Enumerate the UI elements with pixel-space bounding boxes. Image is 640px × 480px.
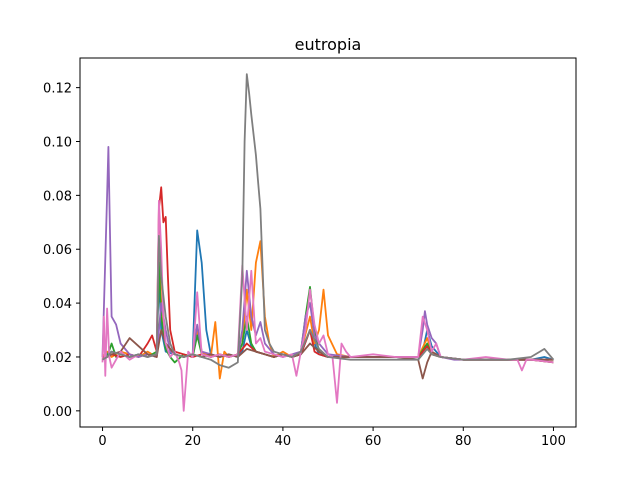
plot-frame	[79, 57, 577, 428]
x-tick-label: 20	[184, 434, 201, 449]
series-line-8	[102, 73, 555, 369]
y-tick-label: 0.10	[43, 135, 72, 150]
chart-title: eutropia	[295, 35, 362, 54]
x-tick-label: 0	[98, 434, 106, 449]
y-tick-label: 0.04	[43, 297, 72, 312]
x-tick-label: 100	[541, 434, 566, 449]
y-axis-ticks: 0.00 0.02 0.04 0.06 0.08 0.10 0.12	[43, 82, 80, 420]
y-tick-label: 0.12	[43, 82, 72, 97]
plot-lines	[101, 73, 555, 412]
x-tick-label: 80	[455, 434, 472, 449]
x-tick-label: 40	[275, 434, 292, 449]
y-tick-label: 0.00	[43, 405, 72, 420]
x-tick-label: 60	[365, 434, 382, 449]
series-line-7	[101, 199, 554, 412]
y-tick-label: 0.06	[43, 243, 72, 258]
y-tick-label: 0.08	[43, 189, 72, 204]
x-axis-ticks: 0 20 40 60 80 100	[98, 427, 566, 449]
y-tick-label: 0.02	[43, 351, 72, 366]
series-line-4	[102, 186, 554, 364]
